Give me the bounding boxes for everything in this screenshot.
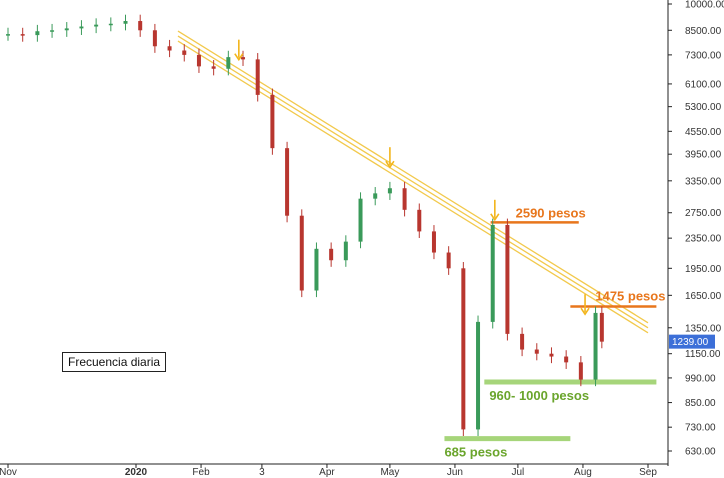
candle-body	[490, 224, 495, 322]
x-tick-label: May	[380, 467, 399, 478]
y-tick-label: 730.00	[685, 423, 716, 434]
candle-body	[241, 57, 246, 60]
candle-body	[329, 248, 334, 261]
x-tick-label: Jun	[447, 467, 463, 478]
x-tick-label: Apr	[319, 467, 335, 478]
y-tick-label: 3950.00	[685, 150, 722, 161]
candle-body	[461, 268, 466, 430]
x-tick-label: Feb	[192, 467, 210, 478]
candle-body	[20, 34, 25, 36]
candle-body	[593, 312, 598, 380]
candle-body	[167, 46, 172, 51]
y-tick-label: 850.00	[685, 398, 716, 409]
candle-body	[373, 193, 378, 199]
candle-body	[446, 252, 451, 269]
resistance-label: 2590 pesos	[516, 205, 586, 220]
y-tick-label: 630.00	[685, 447, 716, 458]
candle-body	[431, 231, 436, 253]
arrow-markers	[234, 39, 590, 316]
candle-body	[578, 362, 583, 380]
candle-body	[50, 30, 55, 32]
candle-body	[152, 30, 157, 47]
channel-line	[177, 40, 649, 334]
down-arrow-icon	[234, 39, 244, 62]
candle-body	[35, 31, 40, 36]
candle-body	[299, 215, 304, 291]
down-arrow-icon	[580, 294, 590, 316]
level-labels: 2590 pesos 1475 pesos 960- 1000 pesos 685 p…	[444, 205, 665, 459]
y-tick-label: 8500.00	[685, 26, 722, 37]
y-tick-label: 2350.00	[685, 234, 722, 245]
candle-body	[343, 241, 348, 261]
y-tick-label: 990.00	[685, 373, 716, 384]
support-label: 960- 1000 pesos	[489, 388, 589, 403]
candle-body	[182, 50, 187, 55]
down-arrow-icon	[385, 147, 395, 169]
support-label: 685 pesos	[444, 445, 507, 460]
y-tick-label: 7300.00	[685, 50, 722, 61]
last-price-badge	[669, 334, 715, 349]
x-tick-label: Sep	[639, 467, 657, 478]
channel-line	[177, 30, 649, 324]
candle-body	[255, 59, 260, 95]
candle-body	[196, 54, 201, 67]
x-tick-label: Aug	[574, 467, 592, 478]
candle-body	[314, 248, 319, 291]
y-axis-ticks: 10000.00 8500.00 7300.00 6100.00 5300.00 4550…	[668, 0, 724, 458]
x-axis-ticks: Nov 2020 Feb 3 Apr May Jun Jul Aug Sep	[0, 464, 657, 478]
candle-body	[79, 26, 84, 29]
candle-body	[564, 356, 569, 363]
y-tick-label: 5300.00	[685, 102, 722, 113]
candle-body	[285, 148, 290, 216]
candle-body	[476, 321, 481, 430]
y-tick-label: 1950.00	[685, 264, 722, 275]
candlestick-series	[6, 14, 604, 437]
candle-body	[505, 224, 510, 334]
candle-body	[358, 198, 363, 242]
frequency-label: Frecuencia diaria	[62, 352, 167, 372]
y-tick-label: 1350.00	[685, 323, 722, 334]
candle-body	[599, 312, 604, 342]
candle-body	[534, 349, 539, 354]
x-tick-label: Nov	[0, 467, 17, 478]
y-tick-label: 1650.00	[685, 291, 722, 302]
candle-body	[138, 21, 143, 31]
y-tick-label: 3350.00	[685, 176, 722, 187]
candle-body	[108, 23, 113, 26]
y-tick-label: 2750.00	[685, 208, 722, 219]
last-price-label: 1239.00	[672, 337, 709, 348]
last-price-marker: 1239.00	[669, 334, 715, 349]
y-tick-label: 6100.00	[685, 79, 722, 90]
y-tick-label: 4550.00	[685, 127, 722, 138]
candle-body	[402, 188, 407, 210]
candle-body	[6, 34, 10, 36]
candle-body	[64, 28, 69, 31]
candle-body	[417, 209, 422, 232]
x-tick-label: 2020	[125, 467, 148, 478]
channel-line	[177, 35, 649, 329]
y-tick-label: 10000.00	[685, 0, 724, 11]
candle-body	[211, 66, 216, 69]
y-tick-label: 1150.00	[685, 349, 721, 360]
candle-body	[123, 21, 128, 24]
down-arrow-icon	[490, 199, 500, 222]
candle-body	[270, 94, 275, 149]
trend-channel	[177, 30, 649, 334]
x-tick-label: 3	[259, 467, 265, 478]
x-tick-label: Jul	[512, 467, 525, 478]
candle-body	[549, 353, 554, 357]
candle-body	[226, 57, 231, 69]
resistance-label: 1475 pesos	[595, 288, 665, 303]
candle-body	[520, 333, 525, 350]
candle-body	[387, 188, 392, 194]
candle-body	[94, 24, 99, 27]
